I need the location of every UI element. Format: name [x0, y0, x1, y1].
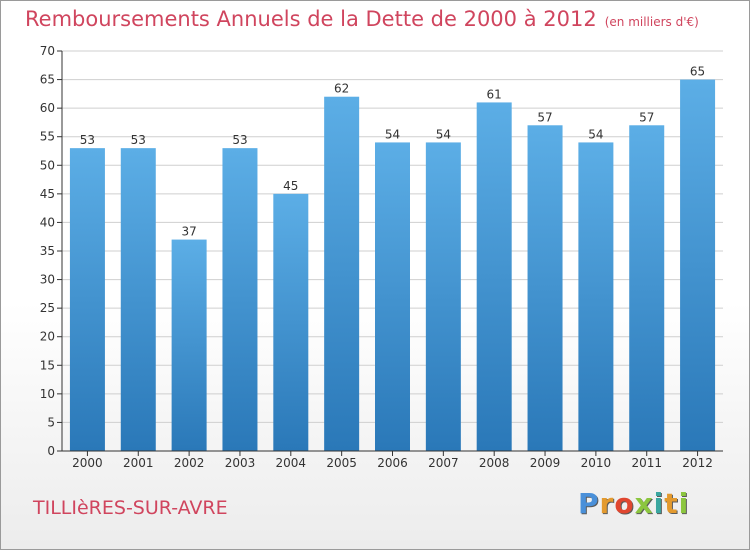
bar-2005 [324, 96, 360, 451]
data-label-2007: 54 [436, 127, 451, 141]
bar-2010 [578, 142, 614, 451]
x-axis-ticks: 2000 2001 2002 2003 2004 2005 2006 2007 2008 2009… [72, 451, 713, 470]
data-label-2002: 37 [181, 225, 196, 239]
bar-2011 [629, 125, 665, 452]
x-tick-label: 2006 [377, 456, 408, 470]
data-labels: 53 53 37 53 45 62 54 54 61 57 54 57 65 [80, 65, 705, 239]
x-tick-label: 2009 [530, 456, 561, 470]
y-axis-ticks: 0 5 10 15 20 25 30 35 40 45 50 55 60 65 70 [40, 44, 62, 458]
x-tick-label: 2001 [123, 456, 154, 470]
logo-letter: i [653, 487, 665, 520]
bar-2001 [120, 148, 156, 451]
bar-2006 [375, 142, 410, 451]
data-label-2005: 62 [334, 82, 349, 96]
y-tick-label: 20 [40, 330, 55, 344]
y-tick-label: 60 [40, 101, 55, 115]
data-label-2004: 45 [283, 179, 298, 193]
chart-title-row: Remboursements Annuels de la Dette de 20… [25, 7, 699, 31]
x-tick-label: 2000 [72, 456, 103, 470]
y-tick-label: 45 [40, 187, 55, 201]
logo-letter: P [578, 487, 600, 520]
x-tick-label: 2002 [174, 456, 205, 470]
x-tick-label: 2005 [326, 456, 357, 470]
data-label-2001: 53 [131, 133, 146, 147]
y-tick-label: 5 [47, 415, 55, 429]
bar-2000 [69, 148, 105, 451]
logo-letter: r [599, 487, 615, 520]
logo-letter: t [664, 487, 679, 520]
y-tick-label: 65 [40, 73, 55, 87]
y-tick-label: 30 [40, 273, 55, 287]
x-tick-label: 2003 [225, 456, 256, 470]
data-label-2003: 53 [232, 133, 247, 147]
y-tick-label: 40 [40, 215, 55, 229]
logo-letter: o [614, 487, 635, 520]
y-tick-label: 35 [40, 244, 55, 258]
bar-2008 [476, 102, 512, 451]
bar-2003 [222, 148, 258, 451]
bar-2004 [273, 193, 309, 451]
x-tick-label: 2011 [631, 456, 662, 470]
x-tick-label: 2004 [276, 456, 307, 470]
logo-letter: i [678, 487, 690, 520]
y-tick-label: 55 [40, 130, 55, 144]
proxiti-logo[interactable]: Proxiti [578, 487, 689, 520]
y-tick-label: 15 [40, 358, 55, 372]
y-tick-label: 0 [47, 444, 55, 458]
logo-letter: x [634, 487, 654, 520]
x-tick-label: 2012 [682, 456, 713, 470]
y-tick-label: 50 [40, 158, 55, 172]
x-tick-label: 2010 [581, 456, 612, 470]
data-label-2000: 53 [80, 133, 95, 147]
y-tick-label: 70 [40, 44, 55, 58]
town-name: TILLIèRES-SUR-AVRE [33, 497, 228, 519]
y-tick-label: 10 [40, 387, 55, 401]
bars [69, 79, 716, 452]
axes [61, 51, 723, 452]
data-label-2006: 54 [385, 127, 400, 141]
data-label-2009: 57 [537, 110, 552, 124]
data-label-2008: 61 [487, 87, 502, 101]
chart-subtitle: (en milliers d'€) [604, 15, 699, 29]
y-tick-label: 25 [40, 301, 55, 315]
data-label-2012: 65 [690, 65, 705, 79]
bar-2002 [171, 239, 207, 451]
x-tick-label: 2007 [428, 456, 459, 470]
bar-2009 [527, 125, 563, 452]
bar-2007 [425, 142, 461, 451]
chart-title: Remboursements Annuels de la Dette de 20… [25, 7, 597, 31]
x-tick-label: 2008 [479, 456, 510, 470]
bar-2012 [680, 79, 716, 452]
data-label-2011: 57 [639, 110, 654, 124]
data-label-2010: 54 [588, 127, 603, 141]
